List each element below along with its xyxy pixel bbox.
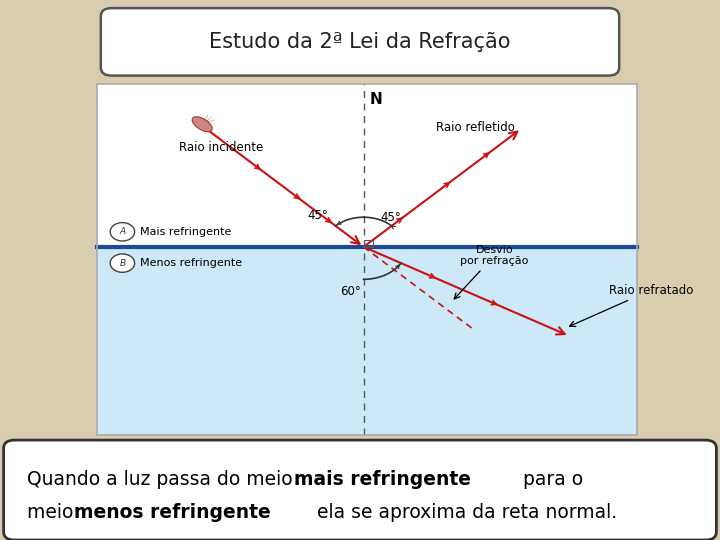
Text: Raio refratado: Raio refratado [570,284,693,327]
Ellipse shape [192,117,212,132]
Text: Raio incidente: Raio incidente [179,140,263,153]
Text: 45°: 45° [381,211,401,224]
Bar [97,84,637,435]
Text: Mais refringente: Mais refringente [140,227,232,237]
Bar [97,247,637,435]
Text: 60°: 60° [341,285,361,298]
Text: A: A [120,227,125,237]
Circle shape [110,254,135,272]
Text: N: N [369,92,382,107]
FancyBboxPatch shape [4,440,716,540]
Text: Quando a luz passa do meio: Quando a luz passa do meio [27,470,299,489]
Text: meio: meio [27,503,80,523]
Bar [97,84,637,247]
Bar [364,240,373,247]
Text: Menos refringente: Menos refringente [140,258,243,268]
Text: Raio refletido: Raio refletido [436,120,515,133]
Text: Desvio
por refração: Desvio por refração [454,245,528,299]
Text: mais refringente: mais refringente [294,470,471,489]
Text: B: B [120,259,125,268]
Text: 45°: 45° [308,209,328,222]
FancyBboxPatch shape [101,8,619,76]
Text: Estudo da 2ª Lei da Refração: Estudo da 2ª Lei da Refração [210,32,510,52]
Text: ela se aproxima da reta normal.: ela se aproxima da reta normal. [311,503,617,523]
Text: menos refringente: menos refringente [74,503,271,523]
Circle shape [110,222,135,241]
Text: para o: para o [517,470,583,489]
